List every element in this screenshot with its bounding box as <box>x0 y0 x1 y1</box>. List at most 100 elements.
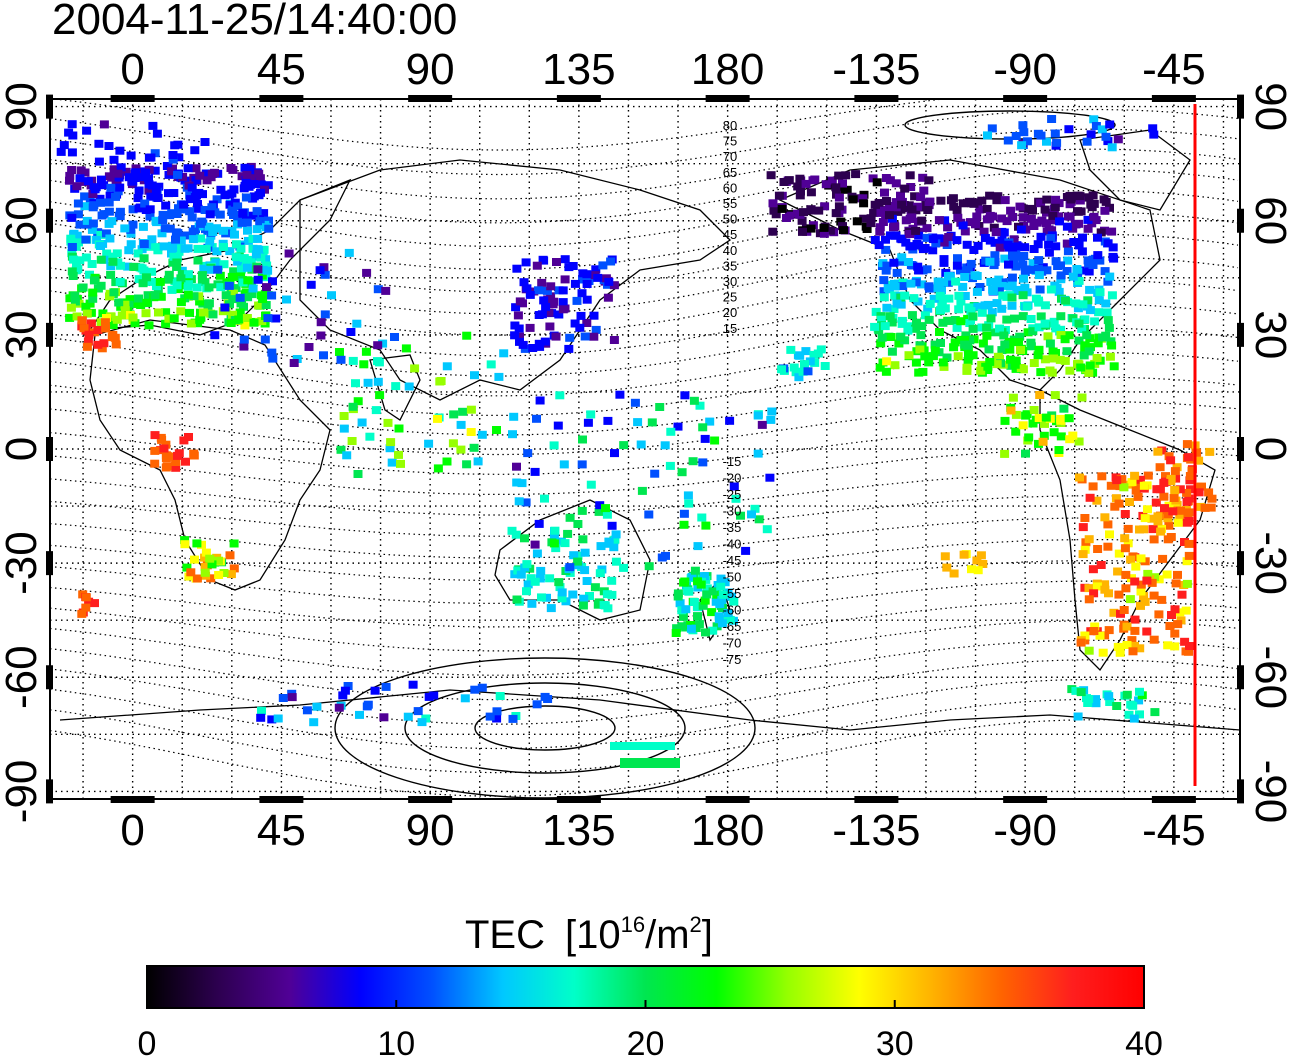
tec-cell <box>962 363 972 372</box>
tec-cell <box>952 261 962 270</box>
tec-cell <box>72 312 82 321</box>
tec-cell <box>139 254 149 263</box>
tec-cell <box>1129 714 1139 723</box>
y-tick-label-left: 60 <box>0 196 46 245</box>
tec-cell <box>1062 347 1072 356</box>
contour-line <box>50 233 1239 315</box>
frame-tick <box>1237 94 1244 119</box>
tec-cell <box>192 283 202 292</box>
tec-cell <box>554 578 564 587</box>
tec-cell <box>889 305 899 314</box>
tec-cell <box>74 238 83 247</box>
tec-cell <box>604 537 614 546</box>
tec-cell <box>1054 212 1063 221</box>
tec-cell <box>968 324 978 333</box>
tec-cell <box>803 367 813 376</box>
tec-cell <box>1093 339 1103 348</box>
tec-cell <box>267 715 277 724</box>
tec-cell <box>978 339 988 348</box>
tec-cell <box>227 189 237 198</box>
tec-cell <box>914 231 924 240</box>
tec-cell <box>115 277 125 286</box>
contour-line <box>50 495 1239 537</box>
tec-cell <box>193 256 203 265</box>
tec-cell <box>852 217 862 226</box>
tec-cell <box>180 540 190 549</box>
tec-cell <box>85 299 95 308</box>
tec-cell <box>1036 232 1046 241</box>
tec-cell <box>1119 483 1129 492</box>
tec-cell <box>747 510 756 519</box>
tec-cell <box>1187 466 1197 475</box>
tec-cell <box>1182 579 1192 588</box>
tec-cell <box>1100 513 1110 522</box>
tec-cell <box>1023 328 1033 337</box>
colorbar-tick-label: 10 <box>377 1025 415 1057</box>
tec-cell <box>559 460 569 469</box>
tec-cell <box>549 297 559 306</box>
tec-cell <box>152 282 161 291</box>
tec-cell <box>995 324 1004 333</box>
tec-cell <box>205 238 215 247</box>
tec-cell <box>511 303 521 312</box>
tec-cell <box>204 299 214 308</box>
tec-cell <box>410 364 420 373</box>
tec-cell <box>228 310 237 319</box>
tec-cell <box>607 576 617 585</box>
tec-cell <box>219 226 228 235</box>
tec-cell <box>1036 199 1046 208</box>
tec-cell <box>202 176 212 185</box>
contour-label-south: -15 <box>723 454 742 469</box>
tec-cell <box>1036 368 1046 377</box>
tec-cell <box>1140 597 1150 606</box>
tec-cell <box>965 319 975 327</box>
tec-cell <box>343 682 353 690</box>
tec-cell <box>128 313 138 322</box>
tec-cell <box>231 240 241 249</box>
tec-cell <box>101 324 111 333</box>
tec-cell <box>630 398 640 407</box>
tec-cell <box>933 284 943 293</box>
tec-cell <box>167 241 177 250</box>
tec-cell <box>253 275 263 284</box>
tec-cell <box>582 270 592 279</box>
tec-cell <box>960 227 970 236</box>
tec-cell <box>798 367 808 376</box>
frame-tick <box>46 779 53 804</box>
tec-cell <box>591 325 601 334</box>
tec-cell <box>519 278 529 287</box>
x-tick-label-top: 45 <box>257 45 306 94</box>
tec-cell <box>1103 277 1113 286</box>
tec-cell <box>912 318 921 327</box>
tec-cell <box>1019 274 1028 283</box>
tec-cell <box>827 176 837 185</box>
tec-cell <box>167 167 177 176</box>
tec-cell <box>696 580 706 589</box>
tec-cell <box>1002 315 1012 324</box>
tec-cell <box>693 542 703 551</box>
tec-cell <box>939 362 949 371</box>
frame-tick <box>1237 551 1244 576</box>
tec-cell <box>183 280 193 289</box>
tec-cell <box>904 322 914 331</box>
tec-cell <box>240 321 250 330</box>
tec-cell <box>1018 260 1028 269</box>
tec-cell <box>373 285 383 294</box>
tec-cell <box>1022 302 1032 311</box>
tec-cell <box>1084 267 1094 276</box>
tec-cell <box>1074 437 1084 446</box>
tec-cell <box>386 438 396 447</box>
tec-cell <box>560 255 570 264</box>
tec-cell <box>1000 449 1010 458</box>
tec-cell <box>920 311 930 320</box>
tec-cell <box>1093 233 1102 242</box>
tec-cell <box>604 277 614 286</box>
contour-label-south: -35 <box>723 520 742 535</box>
tec-cell <box>935 328 944 336</box>
tec-cell <box>258 248 268 257</box>
tec-cell <box>242 314 252 322</box>
tec-cell <box>997 304 1007 313</box>
tec-cell <box>1056 261 1065 270</box>
tec-cell <box>129 262 139 271</box>
tec-cell <box>928 235 938 244</box>
